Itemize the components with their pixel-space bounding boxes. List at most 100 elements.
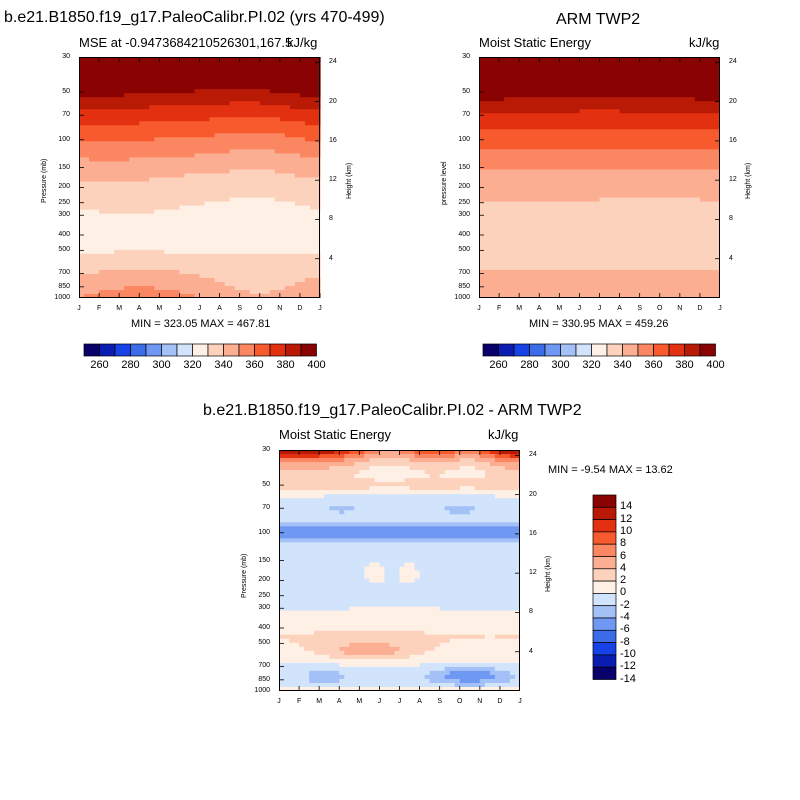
contour-cell [444, 666, 496, 672]
contour-cell [339, 678, 431, 684]
contour-cell [399, 574, 421, 580]
contour-cell [329, 654, 411, 660]
contour-cell [279, 598, 520, 604]
y-tick-label: 150 [58, 163, 70, 171]
x-tick-label: M [116, 305, 123, 312]
y2-tick-label: 4 [729, 254, 733, 262]
contour-cell [479, 117, 720, 122]
contour-cell [479, 454, 496, 459]
y-tick-label: 1000 [454, 294, 470, 301]
colorbar-label: 360 [245, 359, 264, 371]
y-tick-label: 100 [258, 528, 270, 536]
contour-cell [199, 273, 321, 279]
contour-cell [479, 129, 720, 134]
contour-cell [79, 81, 115, 86]
panel-units: kJ/kg [488, 427, 519, 442]
contour-cell [279, 630, 315, 636]
y-tick-label: 200 [458, 183, 470, 191]
y2-tick-label: 16 [729, 136, 737, 144]
colorbar-swatch [207, 343, 224, 357]
contour-cell [79, 61, 321, 66]
contour-cell [79, 197, 231, 203]
contour-cell [279, 670, 310, 676]
contour-cell [419, 662, 520, 668]
contour-cell [509, 454, 520, 459]
y2-axis-label: Height (km) [346, 162, 353, 199]
contour-cell [114, 249, 165, 255]
contour-cell [474, 486, 520, 491]
y2-tick-label: 20 [729, 97, 737, 105]
contour-cell [79, 93, 125, 98]
colorbar-label: 12 [620, 512, 633, 525]
contour-cell [279, 466, 330, 471]
contour-cell [489, 462, 520, 467]
colorbar-label: 380 [675, 359, 694, 371]
contour-cell [79, 221, 321, 227]
contour-cell [479, 249, 720, 255]
x-tick-label: J [718, 305, 722, 312]
contour-cell [284, 285, 321, 291]
colorbar-swatch [300, 343, 317, 357]
contour-cell [194, 293, 321, 298]
contour-cell [79, 257, 321, 263]
panel-subtitle: Moist Static Energy [279, 427, 391, 442]
contour-cell [79, 253, 321, 259]
contour-cell [494, 454, 511, 459]
contour-cell [279, 566, 365, 572]
y-tick-label: 50 [462, 88, 470, 96]
contour-cell [479, 153, 720, 159]
contour-cell [214, 277, 306, 283]
contour-cell [424, 470, 446, 475]
colorbar-swatch [592, 543, 617, 557]
contour-cell [409, 654, 520, 660]
colorbar-label: 14 [620, 500, 633, 513]
contour-cell [304, 646, 340, 652]
contour-cell [489, 670, 511, 676]
colorbar-label: -2 [620, 598, 630, 611]
contour-cell [399, 566, 416, 572]
contour-cell [279, 510, 340, 515]
contour-cell [79, 145, 321, 150]
contour-cell [479, 253, 720, 259]
colorbar-swatch [592, 617, 617, 631]
contour-cell [399, 646, 436, 652]
contour-cell [89, 157, 130, 163]
contour-cell [279, 538, 520, 543]
colorbar-label: -6 [620, 623, 630, 636]
contour-cell [479, 225, 720, 231]
contour-cell [434, 646, 520, 652]
contour-cell [334, 450, 350, 455]
contour-cell [294, 173, 321, 179]
contour-cell [79, 261, 321, 267]
colorbar-label: 320 [582, 359, 601, 371]
contour-cell [354, 462, 491, 467]
y-tick-label: 250 [458, 198, 470, 206]
contour-cell [619, 109, 720, 114]
contour-cell [79, 125, 321, 130]
y2-tick-label: 12 [729, 176, 737, 184]
colorbar-swatch [269, 343, 286, 357]
contour-cell [149, 105, 291, 110]
contour-cell [79, 149, 231, 154]
contour-cell [79, 265, 321, 271]
contour-cell [279, 662, 340, 668]
colorbar-swatch [592, 593, 617, 607]
colorbar-label: -4 [620, 611, 630, 623]
colorbar-swatch [145, 343, 162, 357]
y-tick-label: 400 [458, 231, 470, 239]
colorbar-swatch [482, 343, 499, 357]
contour-cell [479, 109, 581, 114]
y-tick-label: 30 [262, 446, 270, 453]
contour-cell [479, 133, 720, 138]
x-tick-label: J [597, 305, 602, 312]
colorbar-swatch [285, 343, 302, 357]
contour-cell [109, 69, 301, 74]
y-tick-label: 400 [258, 624, 270, 632]
contour-cell [279, 494, 325, 499]
y-tick-label: 700 [258, 662, 270, 670]
contour-cell [699, 197, 720, 203]
contour-cell [479, 205, 720, 211]
contour-cell [79, 77, 160, 82]
contour-cell [114, 81, 301, 86]
contour-cell [459, 678, 481, 684]
